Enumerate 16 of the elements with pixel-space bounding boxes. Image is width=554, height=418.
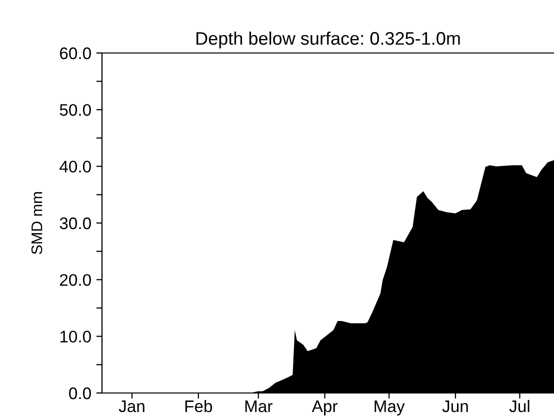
x-tick-label: Jan	[118, 400, 144, 412]
x-tick-label: Mar	[245, 400, 272, 412]
y-tick-label: 0.0	[69, 387, 91, 400]
x-tick-label: May	[374, 400, 405, 416]
y-tick-label: 50.0	[60, 104, 91, 116]
x-tick-label: Jul	[509, 400, 530, 412]
y-tick-label: 40.0	[60, 160, 91, 173]
y-axis-title: SMD mm	[31, 192, 42, 254]
y-tick-label: 60.0	[60, 47, 91, 60]
y-tick-label: 20.0	[60, 274, 91, 286]
y-tick-label: 30.0	[60, 217, 91, 230]
x-tick-label: Apr	[312, 400, 338, 416]
x-tick-label: Jun	[442, 400, 468, 412]
y-tick-label: 10.0	[60, 330, 91, 343]
chart-title: Depth below surface: 0.325-1.0m	[196, 32, 460, 48]
x-tick-label: Feb	[185, 400, 212, 412]
